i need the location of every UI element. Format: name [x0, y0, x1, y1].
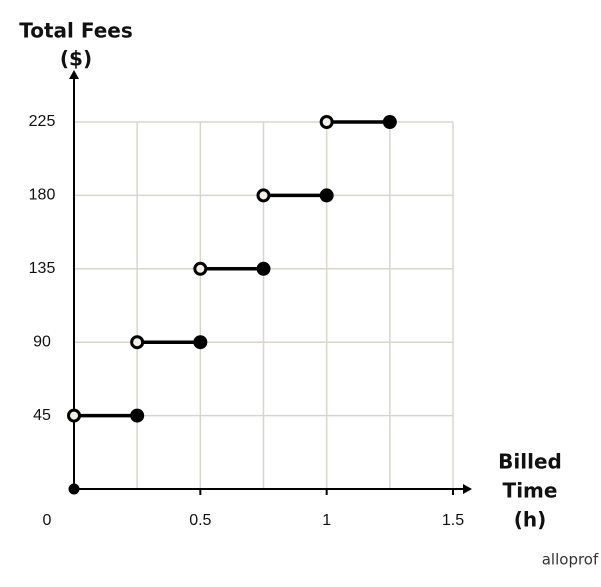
x-axis-title: Billed	[498, 450, 562, 474]
x-axis-title: (h)	[514, 508, 547, 532]
open-endpoint	[319, 115, 334, 129]
y-tick-label: 135	[29, 260, 56, 277]
open-endpoint	[256, 188, 271, 203]
closed-endpoint	[193, 335, 208, 350]
y-tick-label: 225	[29, 113, 56, 130]
y-axis-title: Total Fees	[19, 19, 133, 43]
x-axis-title: Time	[503, 479, 558, 503]
open-endpoint	[67, 408, 81, 423]
x-tick-label: 1.5	[442, 512, 464, 529]
x-tick-label: 1	[322, 512, 331, 529]
x-axis-arrow	[463, 484, 472, 494]
x-tick-label: 0.5	[189, 512, 211, 529]
closed-endpoint	[130, 408, 145, 423]
y-tick-label: 180	[29, 187, 56, 204]
closed-endpoint	[319, 188, 334, 203]
y-tick-label: 45	[33, 407, 51, 424]
origin-point	[68, 483, 80, 495]
x-tick-label: 0	[43, 512, 52, 529]
watermark: alloprof	[542, 551, 599, 569]
open-endpoint	[193, 261, 208, 276]
y-axis-title: ($)	[60, 47, 92, 71]
open-endpoint	[130, 335, 145, 350]
closed-endpoint	[382, 115, 397, 129]
y-axis-arrow	[69, 70, 79, 79]
closed-endpoint	[256, 261, 271, 276]
y-tick-label: 90	[33, 333, 51, 350]
